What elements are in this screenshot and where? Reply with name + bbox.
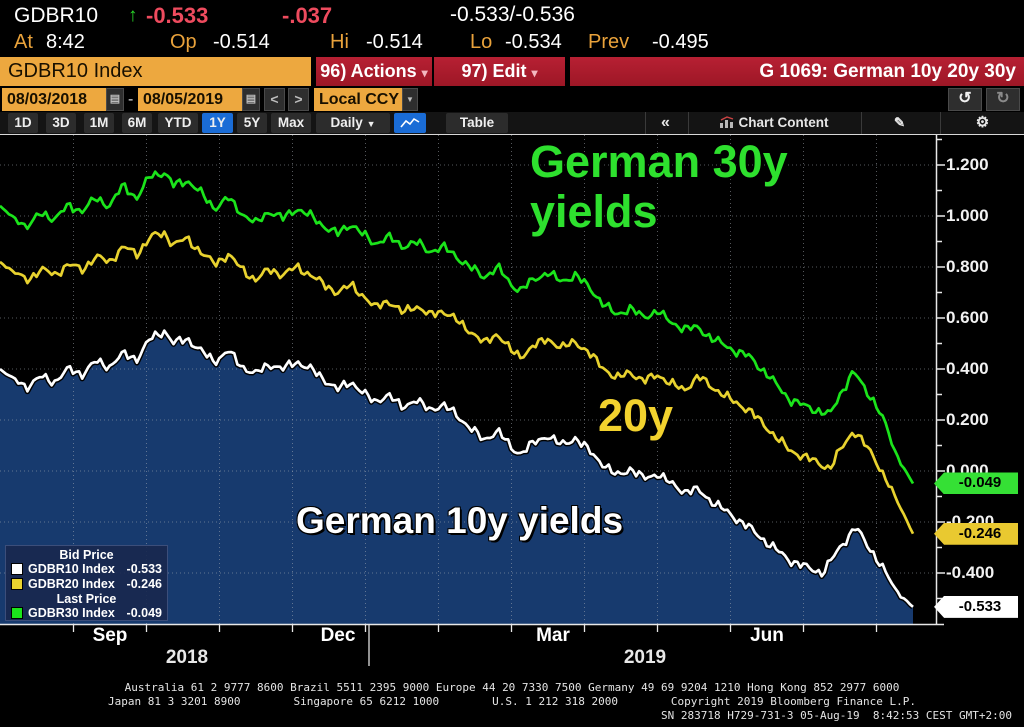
legend-last-header: Last Price xyxy=(56,592,117,606)
caret-down-icon: ▼ xyxy=(366,119,376,129)
range-button-6m[interactable]: 6M xyxy=(122,113,152,133)
legend-item-gdbr30[interactable]: GDBR30 Index -0.049 xyxy=(6,606,167,621)
legend-bid-header: Bid Price xyxy=(59,548,114,562)
legend-value: -0.049 xyxy=(126,606,162,620)
range-button-max[interactable]: Max xyxy=(271,113,311,133)
collapse-panel-button[interactable]: « xyxy=(645,112,685,134)
table-button[interactable]: Table xyxy=(446,113,508,133)
next-period-button[interactable]: > xyxy=(288,88,309,111)
range-button-ytd[interactable]: YTD xyxy=(158,113,198,133)
chart-title-banner: G 1069: German 10y 20y 30y xyxy=(570,57,1024,86)
price-tag: -0.049 xyxy=(934,472,1018,495)
x-axis-month-label: Sep xyxy=(92,625,128,646)
footer-session-info: SN 283718 H729-731-3 05-Aug-19 8:42:53 C… xyxy=(661,709,1012,722)
low-label: Lo xyxy=(470,31,493,53)
period-select[interactable]: Daily ▼ xyxy=(316,113,390,133)
edit-button[interactable]: 97) Edit ▾ xyxy=(434,57,565,86)
y-axis-label: -0.400 xyxy=(946,563,995,582)
annotation-20y: 20y xyxy=(598,390,674,441)
x-axis-month-label: Jun xyxy=(750,625,784,646)
redo-button[interactable]: ↻ xyxy=(986,88,1020,111)
price-change: -.037 xyxy=(282,3,333,28)
x-axis-month-label: Mar xyxy=(536,625,570,646)
x-axis-month-label: Dec xyxy=(320,625,356,646)
caret-down-icon: ▾ xyxy=(421,66,428,80)
period-label: Daily xyxy=(330,115,363,130)
edit-button-label: 97) Edit xyxy=(461,61,527,81)
legend-label: GDBR30 Index xyxy=(28,606,115,620)
legend-item-gdbr20[interactable]: GDBR20 Index -0.246 xyxy=(6,577,167,592)
y-axis-label: 0.200 xyxy=(946,410,989,429)
prev-label: Prev xyxy=(588,31,630,53)
annotate-button[interactable]: ✎ xyxy=(861,112,937,134)
line-chart-mode-icon[interactable] xyxy=(394,113,426,133)
at-time: 8:42 xyxy=(46,31,85,53)
legend-value: -0.533 xyxy=(126,562,162,576)
chart-toolbar: 1D 3D 1M 6M YTD 1Y 5Y Max Daily ▼ Table … xyxy=(0,112,1024,135)
last-price: -0.533 xyxy=(146,3,209,28)
price-tag: -0.533 xyxy=(934,595,1018,618)
range-button-3d[interactable]: 3D xyxy=(46,113,76,133)
ticker-symbol: GDBR10 xyxy=(14,4,99,27)
chart-legend: Bid Price GDBR10 Index -0.533 GDBR20 Ind… xyxy=(5,545,168,621)
footer-contact-line-2: Japan 81 3 3201 8900 Singapore 65 6212 1… xyxy=(108,695,916,708)
range-button-1m[interactable]: 1M xyxy=(84,113,114,133)
actions-button-label: 96) Actions xyxy=(320,61,417,81)
undo-button[interactable]: ↺ xyxy=(948,88,982,111)
high-value: -0.514 xyxy=(366,31,423,53)
y-axis-label: 1.000 xyxy=(946,206,989,225)
prev-value: -0.495 xyxy=(652,31,709,53)
y-axis-label: 0.400 xyxy=(946,359,989,378)
actions-button[interactable]: 96) Actions ▾ xyxy=(316,57,432,86)
y-axis-label: 0.600 xyxy=(946,308,989,327)
mini-bar-chart-icon xyxy=(719,116,733,128)
prev-period-button[interactable]: < xyxy=(264,88,285,111)
legend-label: GDBR10 Index xyxy=(28,562,115,576)
chart-content-label: Chart Content xyxy=(738,115,829,130)
annotation-10y: German 10y yields xyxy=(296,500,624,541)
end-date-field[interactable]: 08/05/2019 xyxy=(138,88,242,111)
at-label: At xyxy=(14,31,33,53)
y-axis-label: 0.800 xyxy=(946,257,989,276)
legend-item-gdbr10[interactable]: GDBR10 Index -0.533 xyxy=(6,562,167,577)
start-calendar-icon[interactable]: ▤ xyxy=(106,88,124,111)
caret-down-icon: ▾ xyxy=(531,66,538,80)
green-swatch-icon xyxy=(11,607,23,619)
annotation-30y: German 30y yields xyxy=(530,136,788,237)
high-label: Hi xyxy=(330,31,349,53)
date-range-separator: - xyxy=(128,91,134,108)
x-axis-year-label: 2019 xyxy=(623,647,667,668)
price-tag: -0.246 xyxy=(934,522,1018,545)
security-input[interactable]: GDBR10 Index xyxy=(0,57,311,86)
currency-select[interactable]: Local CCY xyxy=(314,88,402,111)
footer-contact-line: Australia 61 2 9777 8600 Brazil 5511 239… xyxy=(124,681,900,694)
range-button-1d[interactable]: 1D xyxy=(8,113,38,133)
chart-content-button[interactable]: Chart Content xyxy=(688,112,858,134)
yellow-swatch-icon xyxy=(11,578,23,590)
chart-plot-area[interactable]: German 30y yields 20y German 10y yields … xyxy=(0,135,1024,672)
start-date-field[interactable]: 08/03/2018 xyxy=(2,88,106,111)
open-label: Op xyxy=(170,31,197,53)
bid-ask: -0.533/-0.536 xyxy=(450,3,575,26)
x-axis-year-label: 2018 xyxy=(165,647,209,668)
up-arrow-icon: ↑ xyxy=(128,5,138,26)
open-value: -0.514 xyxy=(213,31,270,53)
legend-label: GDBR20 Index xyxy=(28,577,115,591)
legend-value: -0.246 xyxy=(126,577,162,591)
currency-dropdown-icon[interactable]: ▼ xyxy=(402,88,418,111)
date-bar: 08/03/2018 ▤ - 08/05/2019 ▤ < > Local CC… xyxy=(0,87,1024,112)
range-button-1y-selected[interactable]: 1Y xyxy=(202,113,233,133)
white-swatch-icon xyxy=(11,563,23,575)
command-bar: GDBR10 Index 96) Actions ▾ 97) Edit ▾ G 10… xyxy=(0,57,1024,86)
low-value: -0.534 xyxy=(505,31,562,53)
settings-gear-icon[interactable]: ⚙ xyxy=(940,112,1024,134)
range-button-5y[interactable]: 5Y xyxy=(237,113,267,133)
y-axis-label: 1.200 xyxy=(946,155,989,174)
end-calendar-icon[interactable]: ▤ xyxy=(242,88,260,111)
